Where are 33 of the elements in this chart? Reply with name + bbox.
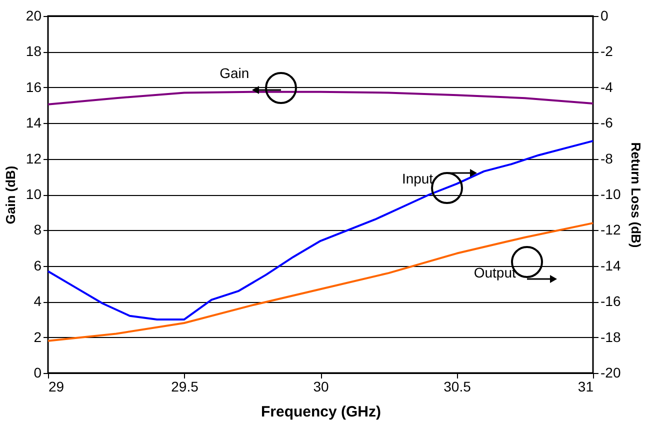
y2-tick-label: -12 [600, 222, 621, 238]
y-tick-label: 20 [26, 8, 42, 24]
y2-tick-label: -14 [600, 257, 621, 274]
series-label: Input [402, 170, 434, 186]
y2-tick-label: -16 [600, 293, 621, 310]
y-tick-label: 2 [34, 328, 42, 345]
x-axis-title: Frequency (GHz) [260, 404, 382, 420]
y2-axis-title: Return Loss (dB) [628, 142, 644, 248]
x-tick-label: 30.5 [444, 378, 472, 394]
y2-tick-label: -20 [600, 364, 621, 380]
y-tick-label: 4 [34, 293, 42, 310]
y-tick-label: 6 [34, 257, 42, 274]
y-tick-label: 16 [26, 78, 42, 95]
y2-tick-label: 0 [600, 8, 608, 24]
y-tick-label: 10 [26, 186, 42, 202]
x-tick-label: 29 [48, 378, 64, 394]
series-label: Gain [220, 64, 250, 81]
series-label: Output [474, 264, 516, 280]
y-tick-label: 18 [26, 43, 42, 60]
y2-tick-label: -18 [600, 328, 621, 345]
x-tick-label: 31 [578, 378, 594, 394]
y-tick-label: 0 [34, 364, 42, 380]
y2-tick-label: -6 [600, 114, 614, 131]
y2-tick-label: -8 [600, 150, 614, 166]
y2-tick-label: -4 [600, 78, 614, 95]
y-tick-label: 14 [26, 114, 42, 131]
y2-tick-label: -10 [600, 186, 621, 202]
y-tick-label: 8 [34, 222, 42, 238]
y-axis-title: Gain (dB) [2, 166, 18, 224]
x-tick-label: 30 [313, 378, 329, 394]
y-tick-label: 12 [26, 150, 42, 166]
x-tick-label: 29.5 [171, 378, 199, 394]
y2-tick-label: -2 [600, 43, 614, 60]
